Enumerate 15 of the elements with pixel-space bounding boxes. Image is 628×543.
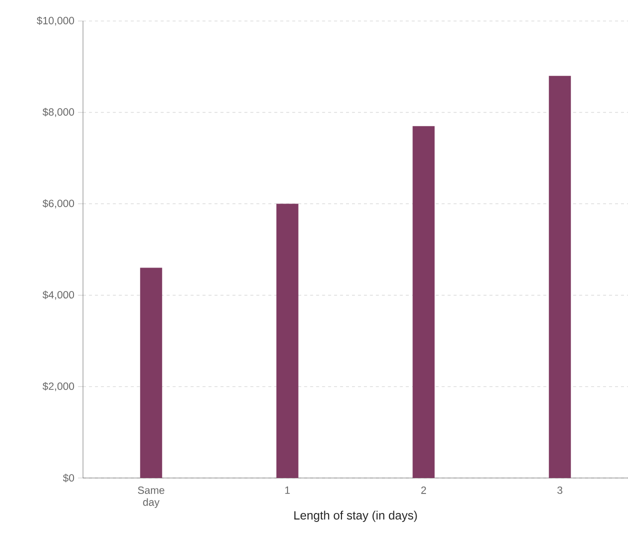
x-tick-label: Same day — [138, 486, 164, 508]
y-tick-label: $10,000 — [36, 16, 74, 26]
y-tick-label: $4,000 — [42, 290, 74, 300]
x-tick-label: 1 — [285, 486, 290, 494]
bar — [412, 126, 435, 478]
bar — [548, 76, 571, 478]
bar — [276, 204, 298, 478]
x-tick-label: 3 — [557, 486, 562, 494]
y-tick-label: $0 — [62, 474, 74, 482]
y-tick-label: $6,000 — [42, 199, 74, 208]
x-tick-label: 2 — [421, 486, 426, 494]
x-axis-title: Length of stay (in days) — [294, 510, 417, 522]
bar — [140, 268, 162, 478]
y-tick-label: $8,000 — [42, 108, 74, 117]
y-tick-label: $2,000 — [42, 382, 74, 392]
